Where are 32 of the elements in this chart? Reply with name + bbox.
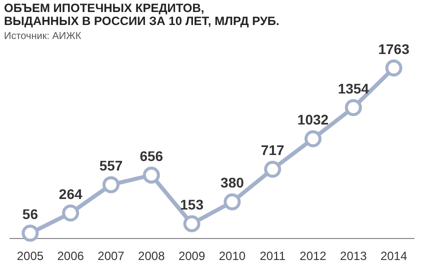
point xyxy=(142,166,160,184)
point xyxy=(304,130,322,148)
x-tick-label: 2011 xyxy=(260,249,286,264)
x-tick-label: 2010 xyxy=(218,249,246,264)
data-label: 1032 xyxy=(297,112,329,128)
point xyxy=(62,204,80,222)
point xyxy=(224,193,241,210)
chart-title: ОБЪЕМ ИПОТЕЧНЫХ КРЕДИТОВ, ВЫДАННЫХ В РОССИИ ЗА 10 ЛЕТ, МЛРД РУБ. xyxy=(4,0,280,28)
x-tick-label: 2005 xyxy=(16,249,44,264)
x-tick-label: 2007 xyxy=(98,249,125,264)
x-tick-label: 2006 xyxy=(57,249,84,264)
x-tick-label: 2014 xyxy=(380,249,408,264)
data-label: 557 xyxy=(99,158,123,174)
data-label: 153 xyxy=(180,196,204,213)
x-tick-label: 2009 xyxy=(178,249,206,264)
point xyxy=(344,99,362,116)
point xyxy=(102,176,120,194)
point xyxy=(183,215,200,232)
x-tick-label: 2012 xyxy=(300,249,327,264)
data-label: 717 xyxy=(260,142,284,158)
data-label: 56 xyxy=(22,206,38,222)
point xyxy=(22,224,39,242)
data-label: 1354 xyxy=(338,80,370,96)
x-tick-label: 2013 xyxy=(340,249,368,264)
chart-subtitle: Источник: АИЖК xyxy=(4,31,82,42)
data-label: 264 xyxy=(58,186,82,202)
data-label: 380 xyxy=(220,174,244,191)
point xyxy=(385,59,402,76)
data-label: 656 xyxy=(140,148,164,164)
point xyxy=(264,160,282,178)
data-label: 1763 xyxy=(378,40,410,57)
x-tick-label: 2008 xyxy=(138,249,166,264)
